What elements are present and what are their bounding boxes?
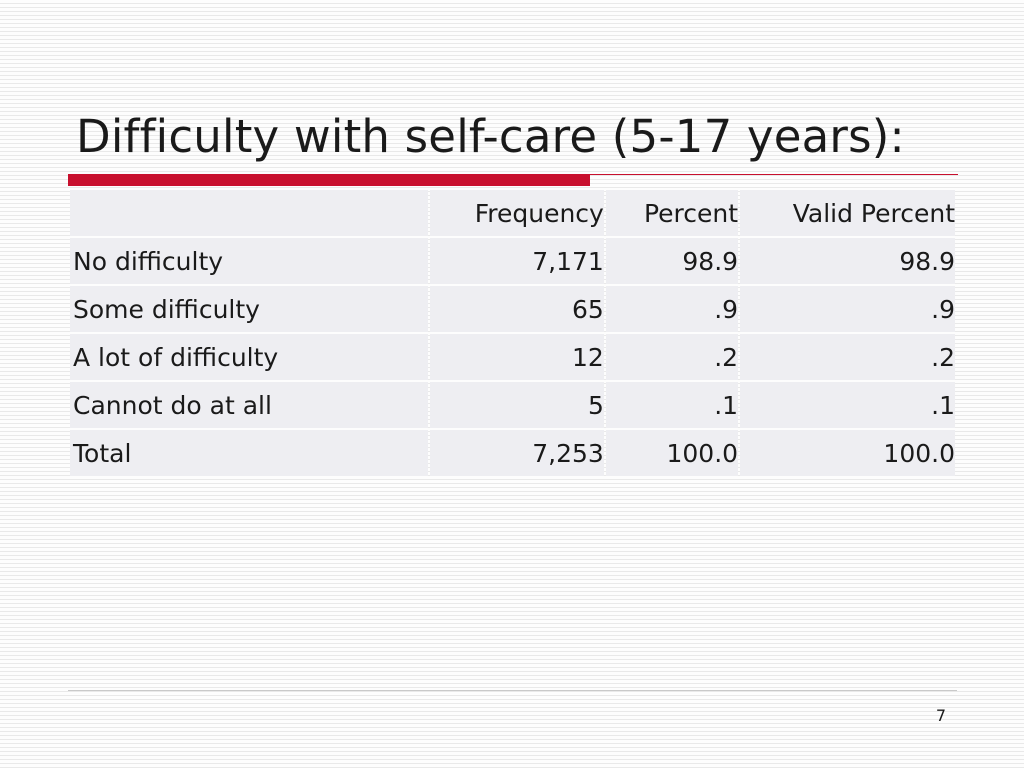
table-row: A lot of difficulty 12 .2 .2 (70, 334, 955, 380)
table-row: No difficulty 7,171 98.9 98.9 (70, 238, 955, 284)
row-label: Cannot do at all (70, 382, 428, 428)
row-frequency: 65 (429, 286, 604, 332)
row-percent: 98.9 (605, 238, 739, 284)
table-row: Cannot do at all 5 .1 .1 (70, 382, 955, 428)
row-valid-percent: .2 (740, 334, 955, 380)
row-frequency: 5 (429, 382, 604, 428)
slide-title: Difficulty with self-care (5-17 years): (76, 110, 905, 163)
row-valid-percent: .1 (740, 382, 955, 428)
header-valid-percent: Valid Percent (740, 190, 955, 236)
row-valid-percent: 100.0 (740, 430, 955, 476)
table-row-total: Total 7,253 100.0 100.0 (70, 430, 955, 476)
frequency-table: Frequency Percent Valid Percent No diffi… (68, 188, 957, 478)
table-row: Some difficulty 65 .9 .9 (70, 286, 955, 332)
footer-divider (68, 690, 957, 691)
row-valid-percent: .9 (740, 286, 955, 332)
table-header-row: Frequency Percent Valid Percent (70, 190, 955, 236)
title-accent-bar (68, 175, 590, 186)
row-label: A lot of difficulty (70, 334, 428, 380)
header-label-cell (70, 190, 428, 236)
row-percent: .2 (605, 334, 739, 380)
row-frequency: 7,171 (429, 238, 604, 284)
row-label: No difficulty (70, 238, 428, 284)
row-valid-percent: 98.9 (740, 238, 955, 284)
row-percent: .1 (605, 382, 739, 428)
row-percent: .9 (605, 286, 739, 332)
header-frequency: Frequency (429, 190, 604, 236)
title-underline (68, 174, 958, 175)
header-percent: Percent (605, 190, 739, 236)
row-label: Some difficulty (70, 286, 428, 332)
row-frequency: 7,253 (429, 430, 604, 476)
row-label: Total (70, 430, 428, 476)
row-frequency: 12 (429, 334, 604, 380)
page-number: 7 (935, 706, 946, 725)
row-percent: 100.0 (605, 430, 739, 476)
